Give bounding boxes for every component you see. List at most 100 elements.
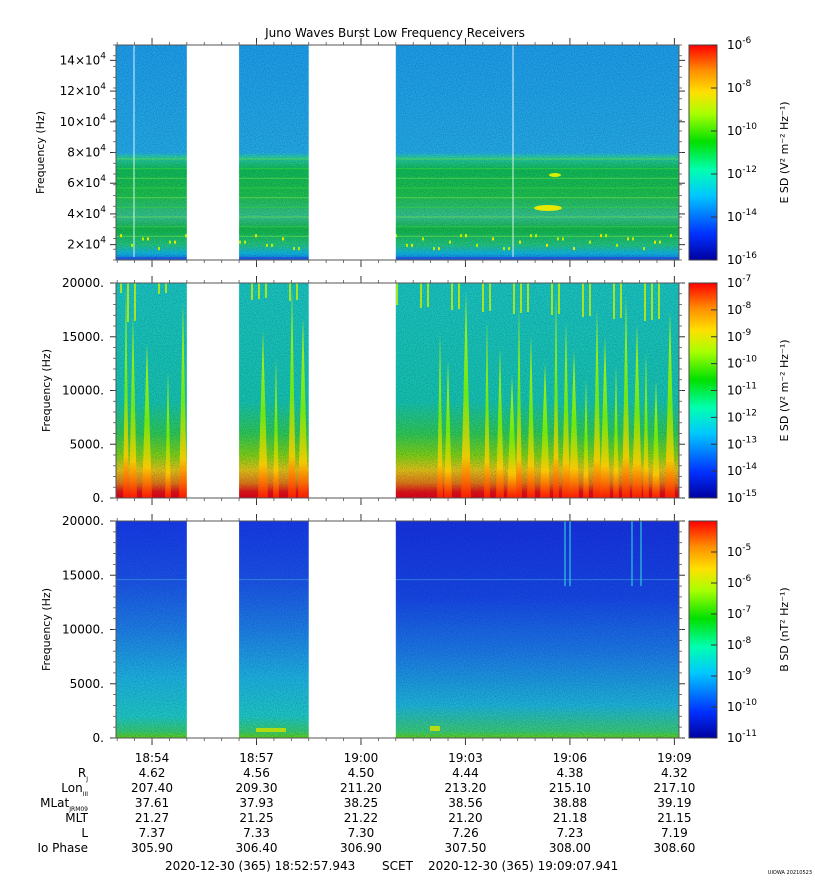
- colorbar-tick-label: 10-11: [727, 729, 757, 745]
- emission-spike: [507, 375, 517, 498]
- data-gap: [308, 520, 396, 739]
- emission-speck: [422, 237, 424, 241]
- emission-speck: [573, 247, 575, 251]
- x-tick-label: 18:54: [135, 751, 170, 765]
- colorbar-tick-label: 10-10: [727, 355, 757, 371]
- upper-emission-streak: [489, 283, 491, 311]
- x-tick-label: 19:03: [448, 751, 483, 765]
- ephemeris-row-label: MLT: [65, 811, 88, 825]
- ephemeris-value: 207.40: [131, 781, 173, 795]
- footer-end-time: 2020-12-30 (365) 19:09:07.941: [428, 859, 618, 873]
- emission-speck: [174, 240, 176, 244]
- colorbar-tick-label: 10-13: [727, 435, 757, 451]
- colorbar-label: E SD (V² m⁻² Hz⁻¹): [778, 339, 791, 441]
- x-tick-label: 18:57: [239, 751, 274, 765]
- colorbar-tick-label: 10-7: [727, 274, 751, 290]
- colorbar-tick-label: 10-8: [727, 301, 752, 317]
- emission-spike: [461, 291, 471, 498]
- emission-speck: [460, 234, 462, 238]
- upper-emission-streak: [558, 283, 560, 314]
- upper-emission-streak: [513, 283, 515, 314]
- emission-speck: [293, 247, 295, 251]
- emission-speck: [476, 243, 478, 247]
- emission-spike: [258, 330, 268, 498]
- upper-emission-streak: [527, 283, 529, 312]
- upper-emission-streak: [158, 283, 160, 294]
- emission-spike: [583, 377, 589, 498]
- low-cutoff-strip: [116, 257, 679, 260]
- ephemeris-value: 4.38: [557, 766, 584, 780]
- colorbar-tick-label: 10-15: [727, 489, 757, 505]
- upper-emission-streak: [582, 283, 584, 317]
- ephemeris-value: 38.88: [553, 796, 587, 810]
- emission-speck: [659, 240, 661, 244]
- emission-spike: [553, 293, 559, 498]
- emission-speck: [271, 243, 273, 247]
- emission-spike: [179, 302, 187, 498]
- upper-emission-streak: [134, 283, 136, 321]
- emission-spike: [540, 362, 550, 498]
- upper-emission-streak: [458, 283, 460, 309]
- ephemeris-value: 21.20: [448, 811, 482, 825]
- emission-speck: [282, 237, 284, 241]
- emission-speck: [266, 243, 268, 247]
- emission-speck: [142, 237, 144, 241]
- ephemeris-value: 21.25: [239, 811, 273, 825]
- data-gap: [186, 282, 240, 499]
- y-axis-label: Frequency (Hz): [34, 111, 47, 194]
- ephemeris-value: 4.32: [661, 766, 688, 780]
- emission-spike: [562, 321, 570, 498]
- emission-speck: [465, 234, 467, 238]
- upper-emission-streak: [427, 283, 429, 307]
- upper-emission-streak: [396, 283, 398, 305]
- emission-spike: [613, 364, 619, 498]
- emission-spike: [600, 336, 610, 498]
- emission-speck: [438, 247, 440, 251]
- ephemeris-value: 306.40: [235, 841, 277, 855]
- emission-spike: [593, 308, 601, 498]
- y-tick-label: 14×104: [60, 51, 107, 67]
- ephemeris-row-label: RJ: [78, 766, 88, 783]
- upper-emission-streak: [482, 283, 484, 312]
- emission-spike: [652, 379, 660, 498]
- colorbar-tick-label: 10-12: [727, 165, 757, 181]
- y-tick-label: 4×104: [67, 205, 106, 221]
- y-tick-label: 10000.: [62, 623, 104, 637]
- colorbar-label: B SD (nT² Hz⁻¹): [778, 587, 791, 671]
- ephemeris-value: 305.90: [131, 841, 173, 855]
- emission-speck: [131, 243, 133, 247]
- colorbar-tick-label: 10-6: [727, 574, 752, 590]
- ephemeris-value: 217.10: [653, 781, 695, 795]
- spectrogram-panel-3: Frequency (Hz) 20000. 15000. 10000. 5000. 0. 1…: [40, 514, 791, 745]
- emission-speck: [256, 728, 286, 732]
- ephemeris-value: 308.60: [653, 841, 695, 855]
- emission-spike: [437, 332, 443, 498]
- emission-speck: [519, 240, 521, 244]
- emission-spike: [569, 349, 579, 498]
- emission-speck: [298, 247, 300, 251]
- emission-speck: [632, 237, 634, 241]
- ephemeris-value: 39.19: [657, 796, 691, 810]
- colorbar-tick-label: 10-9: [727, 328, 752, 344]
- ephemeris-value: 4.44: [452, 766, 479, 780]
- upper-emission-streak: [127, 283, 129, 322]
- colorbar-tick-label: 10-14: [727, 462, 757, 478]
- emission-spike: [273, 358, 279, 498]
- colorbar-tick-label: 10-7: [727, 605, 751, 621]
- emission-speck: [557, 237, 559, 241]
- ephemeris-value: 7.23: [557, 826, 584, 840]
- emission-speck: [546, 243, 548, 247]
- colorbar-label: E SD (V² m⁻² Hz⁻¹): [778, 101, 791, 203]
- ephemeris-value: 21.22: [344, 811, 378, 825]
- ephemeris-value: 21.15: [657, 811, 691, 825]
- emission-speck: [530, 234, 532, 238]
- emission-speck: [395, 234, 397, 238]
- emission-spike: [527, 334, 535, 498]
- y-tick-label: 10000.: [62, 384, 104, 398]
- upper-emission-streak: [165, 283, 167, 293]
- colorbar-tick-label: 10-8: [727, 79, 752, 95]
- ephemeris-value: 4.62: [139, 766, 166, 780]
- x-tick-label: 19:09: [657, 751, 692, 765]
- y-tick-label: 10×104: [60, 113, 107, 129]
